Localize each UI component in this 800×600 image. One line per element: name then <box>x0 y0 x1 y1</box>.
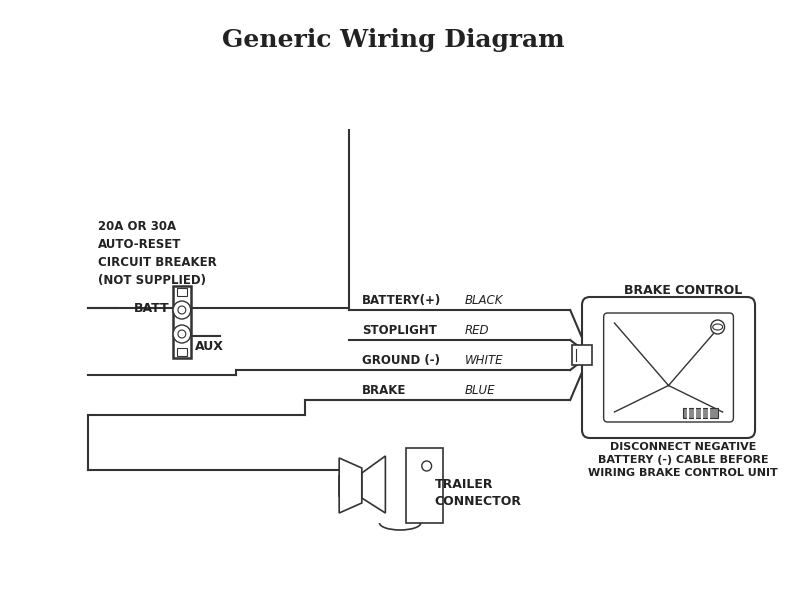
Bar <box>572 345 592 365</box>
Polygon shape <box>339 458 362 513</box>
Circle shape <box>710 320 725 334</box>
Text: DISCONNECT NEGATIVE
BATTERY (-) CABLE BEFORE
WIRING BRAKE CONTROL UNIT: DISCONNECT NEGATIVE BATTERY (-) CABLE BE… <box>588 442 778 478</box>
Text: Generic Wiring Diagram: Generic Wiring Diagram <box>222 28 565 52</box>
Text: BATT: BATT <box>134 301 169 314</box>
Text: BRAKE: BRAKE <box>362 384 406 397</box>
Text: 20A OR 30A
AUTO-RESET
CIRCUIT BREAKER
(NOT SUPPLIED): 20A OR 30A AUTO-RESET CIRCUIT BREAKER (N… <box>98 220 217 287</box>
FancyBboxPatch shape <box>604 313 734 422</box>
Bar <box>177 348 186 356</box>
Circle shape <box>178 330 186 338</box>
Text: AUX: AUX <box>194 340 223 353</box>
Text: WHITE: WHITE <box>465 354 503 367</box>
Circle shape <box>173 325 190 343</box>
Bar <box>683 408 718 418</box>
Text: BRAKE CONTROL: BRAKE CONTROL <box>624 284 742 297</box>
Polygon shape <box>362 456 386 513</box>
Text: BATTERY(+): BATTERY(+) <box>362 294 441 307</box>
Text: BLUE: BLUE <box>465 384 495 397</box>
Circle shape <box>178 306 186 314</box>
Text: BLACK: BLACK <box>465 294 503 307</box>
Bar <box>177 288 186 296</box>
Circle shape <box>422 461 431 471</box>
Text: TRAILER
CONNECTOR: TRAILER CONNECTOR <box>434 478 522 508</box>
Circle shape <box>173 301 190 319</box>
Bar <box>406 448 443 523</box>
Bar <box>173 286 190 358</box>
Text: RED: RED <box>465 324 490 337</box>
Text: STOPLIGHT: STOPLIGHT <box>362 324 437 337</box>
FancyBboxPatch shape <box>582 297 755 438</box>
Text: GROUND (-): GROUND (-) <box>362 354 440 367</box>
